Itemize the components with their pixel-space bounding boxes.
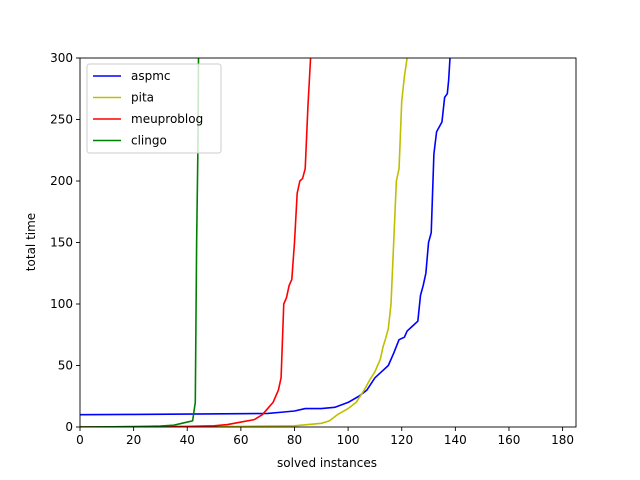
series-line-meuproblog: [80, 58, 312, 427]
series-line-pita: [80, 58, 408, 427]
plot-area: [80, 58, 451, 427]
y-tick-label: 50: [58, 359, 73, 373]
legend-box: [86, 63, 222, 154]
series-line-aspmc: [80, 58, 451, 416]
x-tick-label: 60: [233, 433, 248, 447]
y-tick-label: 0: [65, 420, 73, 434]
legend: aspmc pita meuproblog clingo: [86, 63, 222, 154]
y-tick-label: 200: [50, 174, 73, 188]
y-tick-label: 300: [50, 51, 73, 65]
x-tick-label: 40: [180, 433, 195, 447]
series-line-clingo: [80, 58, 200, 427]
x-tick-label: 100: [337, 433, 360, 447]
y-tick-label: 150: [50, 236, 73, 250]
y-tick-label: 250: [50, 113, 73, 127]
legend-label-pita: pita: [131, 91, 154, 105]
x-tick-label: 0: [76, 433, 84, 447]
legend-label-aspmc: aspmc: [131, 69, 171, 83]
legend-label-meuproblog: meuproblog: [131, 112, 203, 126]
x-tick-label: 20: [126, 433, 141, 447]
y-tick-label: 100: [50, 297, 73, 311]
x-tick-label: 180: [551, 433, 574, 447]
x-tick-label: 160: [498, 433, 521, 447]
axes: 0 20 40 60 80 100 120 140 160 180 0 50 100 150 200 250 3…: [50, 51, 577, 447]
x-axis-label: solved instances: [277, 456, 377, 470]
x-tick-label: 80: [287, 433, 302, 447]
y-axis-label: total time: [24, 213, 38, 271]
x-tick-label: 120: [390, 433, 413, 447]
x-tick-label: 140: [444, 433, 467, 447]
legend-label-clingo: clingo: [131, 134, 167, 148]
